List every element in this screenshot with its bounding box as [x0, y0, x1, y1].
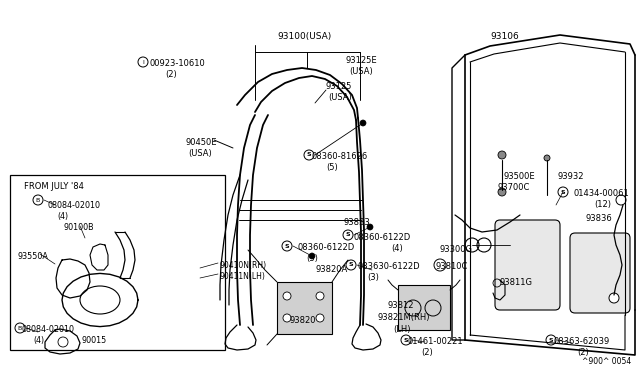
Text: FROM JULY '84: FROM JULY '84 — [24, 182, 84, 191]
Text: 93820: 93820 — [290, 316, 317, 325]
Text: (USA): (USA) — [349, 67, 372, 76]
Text: (LH): (LH) — [393, 325, 410, 334]
Circle shape — [498, 151, 506, 159]
Text: S: S — [561, 189, 565, 195]
Circle shape — [283, 292, 291, 300]
Circle shape — [498, 188, 506, 196]
Text: 93106: 93106 — [490, 32, 519, 41]
Text: 08084-02010: 08084-02010 — [22, 325, 75, 334]
Text: 90410N(RH): 90410N(RH) — [220, 261, 267, 270]
Text: 93500E: 93500E — [503, 172, 534, 181]
Text: (USA): (USA) — [188, 149, 212, 158]
Circle shape — [309, 253, 315, 259]
Text: (12): (12) — [594, 200, 611, 209]
Text: I: I — [142, 60, 144, 64]
Bar — [10, 175, 225, 350]
Text: 93810C: 93810C — [436, 262, 468, 271]
Text: 93700C: 93700C — [498, 183, 531, 192]
FancyBboxPatch shape — [570, 233, 630, 313]
Text: 08084-02010: 08084-02010 — [48, 201, 101, 210]
Text: B: B — [18, 326, 22, 330]
Text: 93812: 93812 — [388, 301, 415, 310]
Text: (4): (4) — [33, 336, 44, 345]
Text: ^900^ 0054: ^900^ 0054 — [582, 357, 631, 366]
Text: 93932: 93932 — [557, 172, 584, 181]
Circle shape — [282, 241, 292, 251]
Text: 90411N(LH): 90411N(LH) — [220, 272, 266, 281]
Text: 93100(USA): 93100(USA) — [278, 32, 332, 41]
Text: (2): (2) — [165, 70, 177, 79]
Text: 93125: 93125 — [326, 82, 353, 91]
Text: B: B — [36, 198, 40, 202]
Text: 083630-6122D: 083630-6122D — [357, 262, 420, 271]
Text: 93811G: 93811G — [499, 278, 532, 287]
Text: (USA): (USA) — [328, 93, 352, 102]
Text: S: S — [346, 232, 350, 237]
Circle shape — [367, 224, 373, 230]
Circle shape — [609, 293, 619, 303]
Text: 08360-6122D: 08360-6122D — [297, 243, 355, 252]
Text: 93836: 93836 — [585, 214, 612, 223]
Text: (4): (4) — [57, 212, 68, 221]
Circle shape — [15, 323, 25, 333]
Text: 01461-00221: 01461-00221 — [407, 337, 463, 346]
Circle shape — [558, 187, 568, 197]
Circle shape — [304, 150, 314, 160]
Circle shape — [346, 260, 356, 270]
Text: S: S — [548, 337, 554, 343]
Text: 93821M(RH): 93821M(RH) — [378, 313, 431, 322]
Text: (3): (3) — [306, 254, 318, 263]
Circle shape — [616, 195, 626, 205]
Circle shape — [316, 292, 324, 300]
Circle shape — [546, 335, 556, 345]
Text: (2): (2) — [421, 348, 433, 357]
Text: S: S — [349, 263, 353, 267]
Circle shape — [360, 120, 366, 126]
Text: 01434-00061: 01434-00061 — [574, 189, 630, 198]
Text: 00923-10610: 00923-10610 — [150, 59, 205, 68]
Bar — [398, 285, 450, 330]
Text: (2): (2) — [577, 348, 589, 357]
Circle shape — [33, 195, 43, 205]
Text: S: S — [404, 337, 408, 343]
Circle shape — [58, 337, 68, 347]
Text: 93833: 93833 — [344, 218, 371, 227]
Text: 90100B: 90100B — [64, 223, 95, 232]
Text: 08360-81626: 08360-81626 — [312, 152, 368, 161]
Circle shape — [316, 314, 324, 322]
Text: (4): (4) — [391, 244, 403, 253]
Bar — [277, 282, 332, 334]
Text: (5): (5) — [326, 163, 338, 172]
Circle shape — [401, 335, 411, 345]
FancyBboxPatch shape — [495, 220, 560, 310]
Text: 90015: 90015 — [82, 336, 108, 345]
Text: 08363-62039: 08363-62039 — [553, 337, 609, 346]
Text: S: S — [285, 244, 289, 248]
Circle shape — [343, 230, 353, 240]
Text: 90450E: 90450E — [186, 138, 218, 147]
Text: 08360-6122D: 08360-6122D — [354, 233, 412, 242]
Text: 93125E: 93125E — [345, 56, 376, 65]
Circle shape — [283, 314, 291, 322]
Text: S: S — [307, 153, 311, 157]
Text: (3): (3) — [367, 273, 379, 282]
Text: 93820A: 93820A — [315, 265, 348, 274]
Circle shape — [544, 155, 550, 161]
Text: 93550A: 93550A — [17, 252, 48, 261]
Text: 93300G: 93300G — [440, 245, 473, 254]
Circle shape — [138, 57, 148, 67]
